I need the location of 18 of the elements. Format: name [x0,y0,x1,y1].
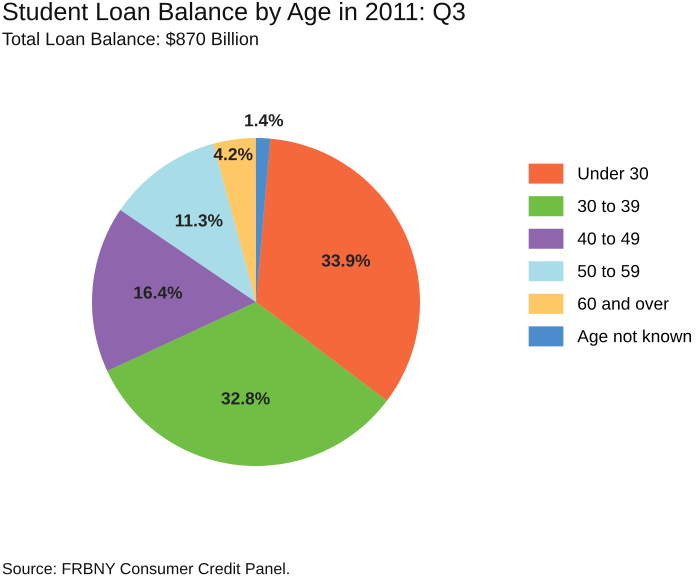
pie-slice [120,144,256,302]
chart-subtitle: Total Loan Balance: $870 Billion [2,32,258,46]
pie-slice [92,210,256,371]
data-label: 32.8% [221,392,270,405]
pie-slice [256,138,270,302]
data-label: 33.9% [322,254,370,267]
chart-title: Student Loan Balance by Age in 2011: Q3 [3,2,465,26]
legend-label: Age not known [577,330,692,346]
data-label: 1.4% [245,114,284,126]
data-label: 16.4% [134,286,182,299]
legend-label: 60 and over [578,297,669,310]
legend-label: Under 30 [578,166,648,180]
legend-label: 40 to 49 [578,232,640,245]
source-note: Source: FRBNY Consumer Credit Panel. [2,562,289,574]
pie-slice [107,302,387,466]
legend-label: 50 to 59 [578,264,640,278]
data-label: 11.3% [176,214,223,227]
legend-label: 30 to 39 [578,200,640,212]
